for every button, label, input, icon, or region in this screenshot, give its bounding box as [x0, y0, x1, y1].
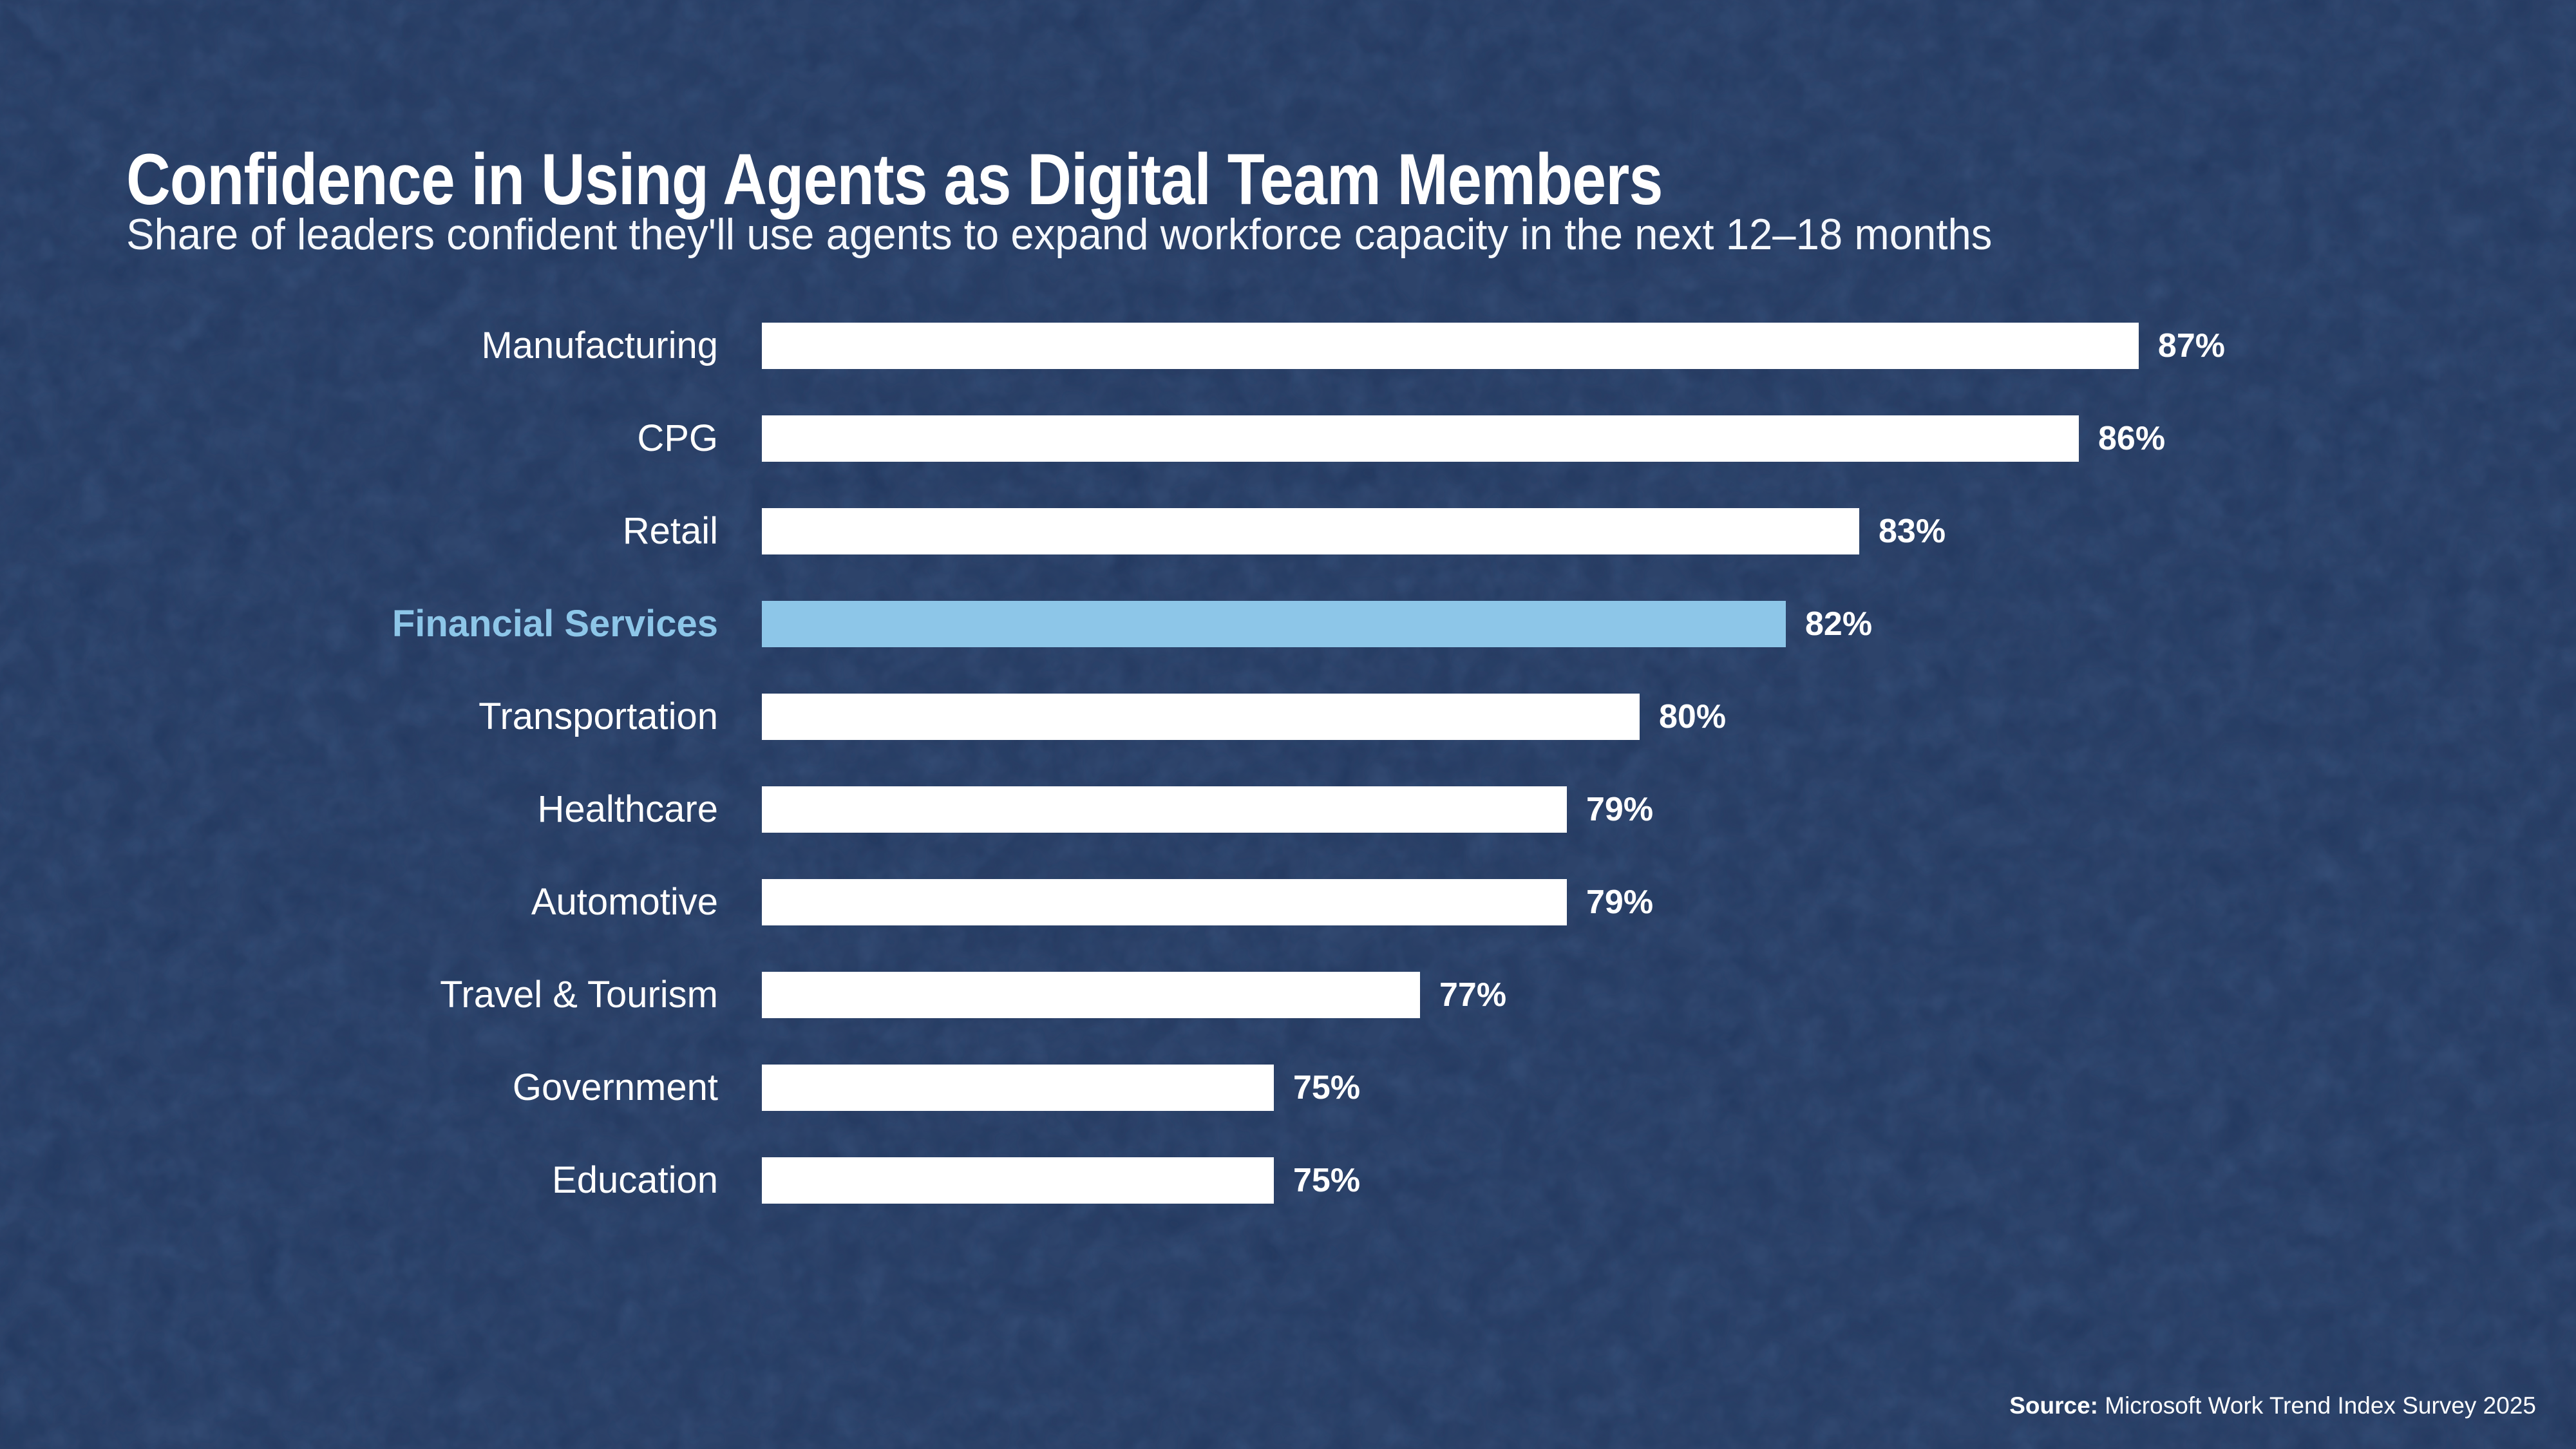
chart-title: Confidence in Using Agents as Digital Te… — [126, 139, 1663, 220]
bar — [762, 415, 2079, 462]
bar-track: 86% — [762, 415, 2225, 462]
category-label: Education — [552, 1159, 718, 1201]
source-text: Microsoft Work Trend Index Survey 2025 — [2105, 1392, 2536, 1419]
bar-track: 75% — [762, 1157, 2225, 1204]
bar-chart: Manufacturing 87% CPG 86% Retail 83% Financial… — [0, 323, 2576, 1204]
chart-row: Manufacturing 87% — [0, 323, 2576, 369]
bar-track: 79% — [762, 786, 2225, 833]
category-label: Financial Services — [392, 603, 718, 645]
value-label: 86% — [2098, 420, 2166, 457]
bar-track: 77% — [762, 972, 2225, 1018]
category-label: Transportation — [478, 696, 718, 737]
bar — [762, 786, 1567, 833]
source-note: Source: Microsoft Work Trend Index Surve… — [2009, 1392, 2536, 1419]
value-label: 77% — [1439, 976, 1507, 1014]
category-label: Government — [512, 1066, 718, 1108]
bar — [762, 972, 1420, 1018]
category-label: Healthcare — [537, 788, 718, 830]
bar — [762, 601, 1786, 647]
source-prefix: Source: — [2009, 1392, 2098, 1419]
bar-track: 83% — [762, 508, 2225, 554]
value-label: 75% — [1293, 1069, 1361, 1106]
bar — [762, 1157, 1274, 1204]
chart-row: Transportation 80% — [0, 694, 2576, 740]
bar — [762, 508, 1859, 554]
chart-row: Healthcare 79% — [0, 786, 2576, 833]
chart-row: Education 75% — [0, 1157, 2576, 1204]
value-label: 79% — [1586, 884, 1654, 921]
chart-row: Automotive 79% — [0, 879, 2576, 925]
value-label: 87% — [2157, 327, 2225, 365]
chart-row: CPG 86% — [0, 415, 2576, 462]
value-label: 79% — [1586, 791, 1654, 828]
bar — [762, 1065, 1274, 1111]
category-label: Manufacturing — [481, 325, 718, 366]
bar-track: 80% — [762, 694, 2225, 740]
value-label: 82% — [1805, 605, 1873, 643]
bar — [762, 694, 1640, 740]
value-label: 83% — [1879, 513, 1946, 550]
bar-track: 82% — [762, 601, 2225, 647]
chart-row: Travel & Tourism 77% — [0, 972, 2576, 1018]
chart-subtitle: Share of leaders confident they'll use a… — [126, 210, 1993, 259]
category-label: Travel & Tourism — [440, 974, 718, 1016]
bar-track: 79% — [762, 879, 2225, 925]
chart-row: Retail 83% — [0, 508, 2576, 554]
value-label: 75% — [1293, 1162, 1361, 1199]
bar-track: 75% — [762, 1065, 2225, 1111]
bar-track: 87% — [762, 323, 2225, 369]
category-label: Retail — [622, 510, 718, 552]
category-label: Automotive — [531, 881, 718, 923]
bar — [762, 879, 1567, 925]
bar — [762, 323, 2139, 369]
category-label: CPG — [637, 417, 718, 459]
chart-row: Financial Services 82% — [0, 601, 2576, 647]
chart-row: Government 75% — [0, 1065, 2576, 1111]
value-label: 80% — [1659, 698, 1727, 735]
